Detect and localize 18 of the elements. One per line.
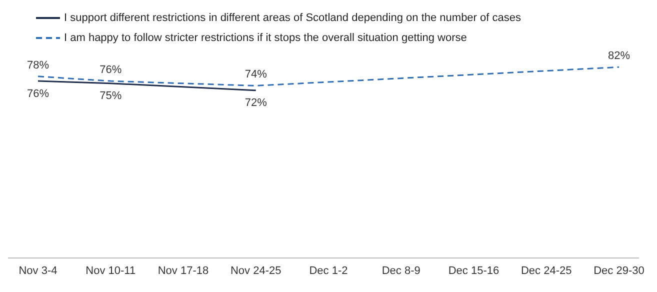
legend-label: I am happy to follow stricter restrictions if it stops the overall situation getting worse: [64, 32, 467, 44]
x-tick-label: Dec 24-25: [520, 264, 572, 277]
x-tick-label: Dec 29-30: [594, 264, 644, 277]
x-tick-label: Nov 24-25: [230, 264, 282, 277]
data-label: 82%: [608, 50, 630, 62]
x-tick-label: Nov 10-11: [86, 264, 136, 277]
x-tick-label: Dec 1-2: [309, 264, 348, 277]
data-label: 76%: [100, 64, 122, 76]
x-tick-label: Dec 8-9: [382, 264, 420, 277]
x-tick-label: Nov 3-4: [18, 264, 58, 277]
data-label: 78%: [26, 59, 50, 72]
x-tick-label: Nov 17-18: [158, 264, 209, 277]
data-label: 72%: [244, 97, 268, 110]
data-label: 75%: [100, 90, 122, 102]
legend-label: I support different restrictions in different areas of Scotland depending on the number of cases: [64, 12, 521, 24]
data-label: 76%: [26, 88, 50, 100]
x-tick-label: Dec 15-16: [448, 264, 500, 277]
data-label: 74%: [244, 68, 268, 81]
